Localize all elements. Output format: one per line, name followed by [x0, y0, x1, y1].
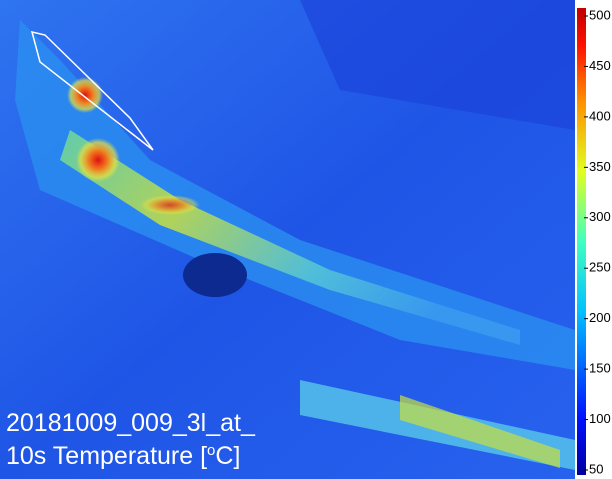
caption-text: C]	[215, 442, 240, 470]
colorbar-tick-label: 450	[589, 58, 611, 73]
caption-superscript: o	[207, 442, 215, 459]
colorbar-tick-label: 100	[589, 411, 611, 426]
caption-text: 10s Temperature [	[6, 442, 207, 470]
colorbar	[577, 8, 586, 475]
colorbar-tick-label: 50	[589, 461, 603, 476]
colorbar-tick-label: 150	[589, 361, 611, 376]
scene	[0, 0, 575, 479]
caption-line: 20181009_009_3l_at_	[6, 409, 256, 437]
colorbar-tick-label: 200	[589, 310, 611, 325]
thermal-view: 20181009_009_3l_at_ 10s Temperature [oC]…	[0, 0, 612, 479]
colorbar-tick-label: 400	[589, 108, 611, 123]
caption-line: 10s Temperature [oC]	[6, 442, 240, 470]
colorbar-tick-label: 350	[589, 159, 611, 174]
colorbar-tick-label: 500	[589, 7, 611, 22]
colorbar-tick-label: 250	[589, 260, 611, 275]
colorbar-tick-label: 300	[589, 209, 611, 224]
